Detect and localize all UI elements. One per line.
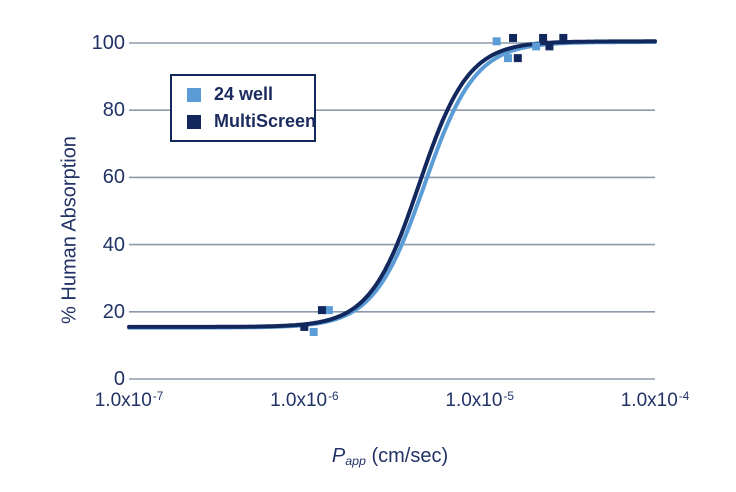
point-multiscreen [539,33,548,42]
point-multiscreen [317,306,326,315]
y-axis-title: % Human Absorption [58,136,81,324]
point-24-well [324,306,333,315]
x-tick-mantissa: 1.0x10 [94,390,152,411]
point-24-well [309,327,318,336]
legend-item-24-well: 24 well [187,83,314,107]
point-multiscreen [509,33,518,42]
point-multiscreen [513,54,522,63]
x-axis-unit: (cm/sec) [365,445,449,467]
x-tick-label-1e-5: 1.0x10-5 [445,390,514,412]
x-tick-label-1e-7: 1.0x10-7 [95,390,164,412]
x-axis-variable: P [331,445,346,467]
legend-label-24-well: 24 well [214,84,274,104]
y-tick-label-100: 100 [91,32,125,54]
point-multiscreen [559,33,568,42]
x-tick-mantissa: 1.0x10 [445,390,503,411]
y-tick-label-40: 40 [102,233,125,256]
legend-label-multiscreen: MultiScreen [214,111,317,131]
point-multiscreen [300,322,309,331]
x-tick-label-1e-4: 1.0x10-4 [621,390,690,412]
point-multiscreen [545,42,554,51]
x-tick-mantissa: 1.0x10 [270,390,328,411]
point-24-well [492,37,501,46]
legend-swatch-24-well [187,87,201,102]
x-tick-exponent: -7 [152,390,164,404]
fit-curve-multiscreen [127,39,657,329]
x-axis-title: Papp (cm/sec) [332,445,448,468]
x-tick-exponent: -5 [503,390,514,404]
x-tick-exponent: -4 [678,390,690,404]
legend-swatch-multiscreen [187,114,201,129]
x-tick-label-1e-6: 1.0x10-6 [270,390,339,412]
y-tick-label-0: 0 [113,368,125,390]
point-24-well [503,54,512,63]
y-tick-label-20: 20 [102,300,125,323]
y-tick-label-60: 60 [102,166,125,189]
x-tick-exponent: -6 [328,390,339,404]
legend: 24 well MultiScreen [170,74,316,142]
x-tick-mantissa: 1.0x10 [620,390,678,411]
x-axis-variable-subscript: app [345,454,366,469]
legend-item-multiscreen: MultiScreen [187,110,317,134]
point-24-well [532,42,541,51]
y-tick-label-80: 80 [102,99,125,122]
